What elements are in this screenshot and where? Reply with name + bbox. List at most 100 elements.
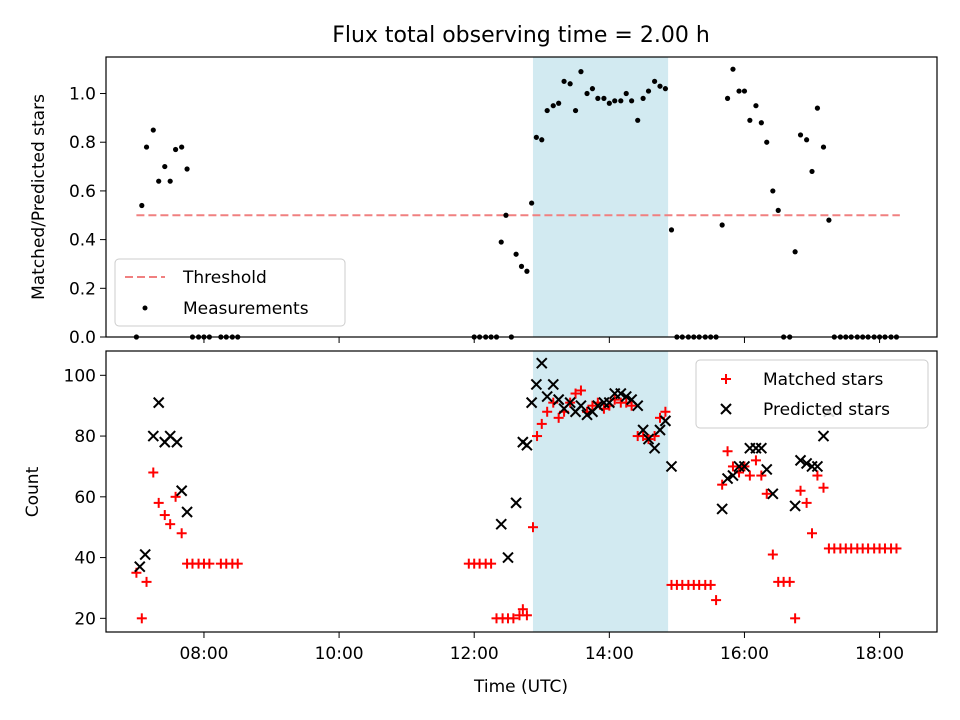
matched-star-point [570,388,581,399]
measurement-point [618,98,624,104]
legend-predicted-label: Predicted stars [763,400,890,420]
matched-star-point [536,418,547,429]
measurement-point [758,120,764,126]
top-y-tick-label: 1.0 [69,85,96,105]
predicted-star-point [738,460,751,473]
predicted-star-point-b [761,463,773,476]
predicted-star-point [603,396,616,409]
predicted-star-point [541,390,553,403]
measurement-point [513,251,519,257]
measurement-point [826,217,832,223]
matched-stars-points [131,385,902,624]
predicted-star-point [665,460,678,473]
predicted-star-point-b [648,442,661,454]
predicted-star-point [575,399,587,412]
predicted-star-point [139,548,151,561]
predicted-star-point [727,469,739,482]
matched-star-point [575,385,586,396]
predicted-star-point [642,433,655,445]
measurement-point [804,137,810,143]
predicted-star-point-b [510,497,522,509]
predicted-star-point-b [530,378,543,391]
matched-star-point [542,406,553,417]
predicted-star-point-b [525,396,538,409]
predicted-star-point [134,560,146,573]
matched-star-point [508,613,519,624]
top-y-tick-label: 0.6 [69,182,96,202]
predicted-star-point [592,399,604,412]
legend-measurement-swatch [142,305,148,311]
measurement-point [172,146,179,153]
measurement-point [662,86,669,92]
predicted-star-point-b [564,396,576,409]
measurement-point [578,69,584,75]
predicted-star-point [495,518,507,530]
predicted-star-point [152,396,165,409]
x-tick-label: 08:00 [179,644,228,664]
predicted-star-point-b [637,424,649,436]
matched-star-point [801,497,812,508]
predicted-star-point [620,390,632,403]
measurement-point [518,263,525,269]
top-y-axis-ticks: 0.0 0.2 0.4 0.6 0.8 1.0 [69,85,106,348]
measurement-point [539,137,545,143]
x-tick-label: 16:00 [720,644,769,664]
predicted-star-point [581,409,593,421]
predicted-star-point-b [811,460,824,473]
predicted-star-point [750,442,762,454]
predicted-star-point-b [181,506,193,518]
matched-star-point [521,610,532,621]
measurement-point [503,212,509,218]
legend-predicted-swatch [720,403,732,415]
bottom-highlight-span [532,351,669,632]
matched-star-point [232,558,243,569]
predicted-star-point-b [547,378,559,391]
measurement-point [764,139,770,145]
predicted-star-point-b [767,488,779,500]
bottom-y-tick-label: 100 [64,366,96,386]
predicted-star-point-b [817,430,830,442]
predicted-star-point-b [800,457,813,470]
predicted-star-point-b [592,399,604,412]
predicted-star-point [502,551,514,564]
measurement-point [635,117,641,123]
bottom-y-tick-label: 40 [74,549,96,569]
legend-threshold-label: Threshold [182,268,267,288]
matched-star-point [818,482,829,493]
measurement-point [572,107,579,114]
predicted-star-point [175,485,188,497]
bottom-panel: 20 40 60 80 100 08:00 10:00 12:00 14:00 16:00 18:… [23,350,938,697]
predicted-star-point-b [541,390,553,403]
matched-star-point [790,613,801,624]
matched-star-point [626,400,637,411]
matched-star-point [767,549,778,560]
measurement-point [629,98,635,104]
measurement-point [529,200,535,206]
predicted-star-point [171,436,183,448]
matched-star-point [532,431,543,442]
predicted-star-point [721,472,734,485]
measurement-point [156,178,162,184]
predicted-star-point [525,396,538,409]
predicted-star-point [654,424,666,436]
x-axis-label: Time (UTC) [473,677,568,697]
bottom-y-tick-label: 60 [74,488,96,508]
predicted-star-point-b [139,548,151,561]
legend-matched-plus [721,374,731,384]
predicted-star-point [510,497,522,509]
measurement-point [736,88,742,94]
bottom-y-axis-ticks: 20 40 60 80 100 [64,366,106,629]
predicted-star-point-b [631,399,644,412]
predicted-star-point [811,460,824,473]
matched-star-point [527,522,538,533]
matched-star-point [165,519,176,530]
predicted-star-point [648,442,661,454]
measurement-point [741,88,748,94]
matched-star-point [784,576,795,587]
measurement-point [184,166,190,172]
predicted-star-point-b [789,500,801,512]
predicted-star-point-b [147,430,159,442]
measurement-point [814,105,821,111]
top-panel: 0.0 0.2 0.4 0.6 0.8 1.0 Matched/Predicted sta… [29,56,938,348]
